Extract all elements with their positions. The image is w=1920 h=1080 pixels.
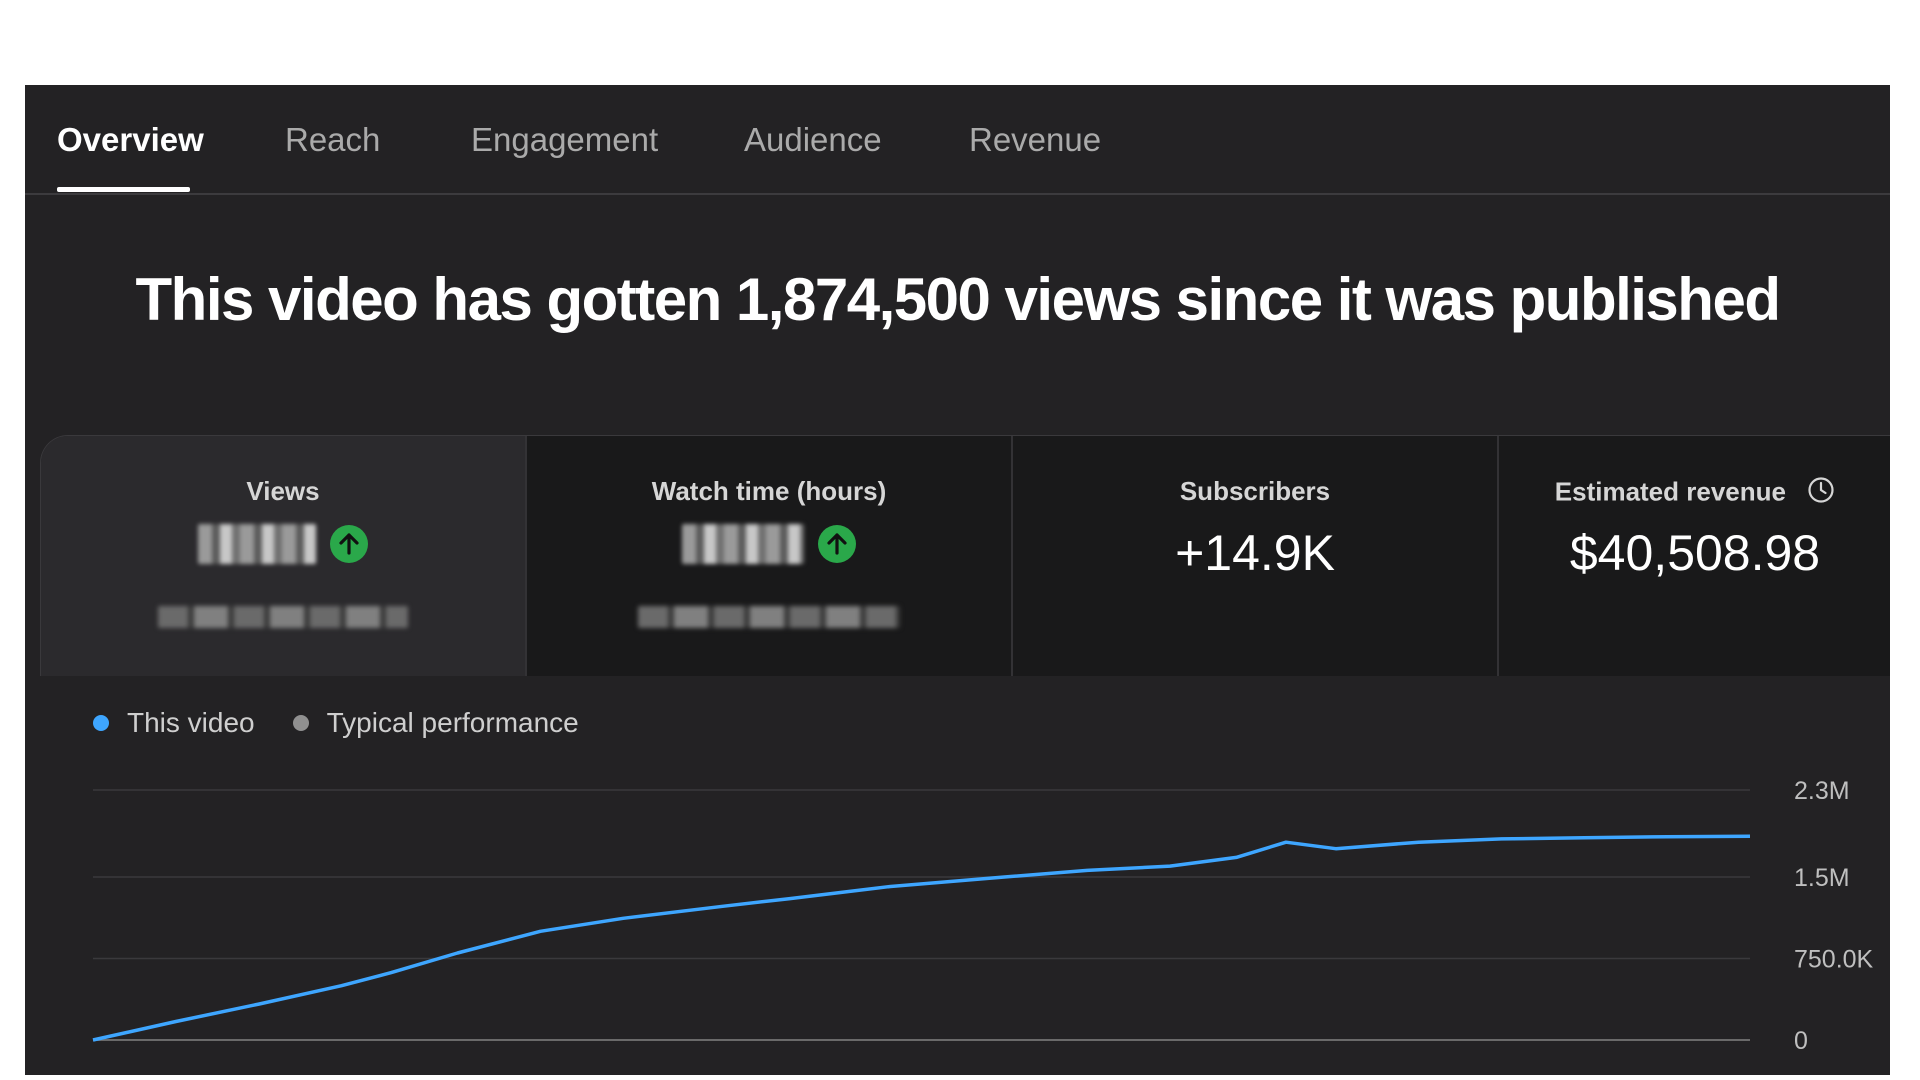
y-tick-label: 0 bbox=[1794, 1027, 1808, 1055]
page-headline: This video has gotten 1,874,500 views si… bbox=[135, 266, 1781, 333]
metric-title: Views bbox=[246, 476, 320, 506]
metric-value-row: $40,508.98 bbox=[1499, 524, 1890, 582]
tab-overview[interactable]: Overview bbox=[57, 121, 204, 158]
legend-item-typical[interactable]: Typical performance bbox=[292, 707, 579, 739]
metric-card-revenue[interactable]: Estimated revenue $40,508.98 bbox=[1499, 436, 1890, 676]
metric-card-subscribers[interactable]: Subscribers +14.9K bbox=[1013, 436, 1499, 676]
metric-cards: Views Watch time (hours) Subscribers bbox=[40, 435, 1890, 676]
metric-value-row bbox=[41, 524, 525, 564]
y-tick-label: 2.3M bbox=[1794, 777, 1850, 805]
metric-title: Subscribers bbox=[1179, 476, 1331, 506]
legend-dot bbox=[292, 715, 309, 731]
redacted-comparison-text bbox=[158, 606, 408, 628]
redacted-value bbox=[682, 524, 804, 564]
metric-card-views[interactable]: Views bbox=[41, 436, 527, 676]
legend-label: This video bbox=[127, 707, 255, 738]
tab-engagement[interactable]: Engagement bbox=[471, 121, 659, 158]
y-tick-label: 1.5M bbox=[1794, 864, 1850, 892]
series-line-this-video[interactable] bbox=[92, 834, 1751, 1042]
legend-dot bbox=[93, 715, 109, 731]
metric-title: Watch time (hours) bbox=[651, 476, 887, 506]
tab-bar: Overview Reach Engagement Audience Reven… bbox=[25, 85, 1890, 195]
chart-legend: This video Typical performance bbox=[93, 707, 579, 739]
y-tick-label: 750.0K bbox=[1794, 945, 1874, 973]
metric-card-watch-time[interactable]: Watch time (hours) bbox=[527, 436, 1013, 676]
metric-value: $40,508.98 bbox=[1569, 525, 1821, 581]
metric-value: +14.9K bbox=[1175, 525, 1335, 581]
trend-up-icon bbox=[330, 525, 368, 563]
active-tab-indicator bbox=[57, 187, 190, 192]
metric-title: Estimated revenue bbox=[1499, 476, 1890, 511]
tab-audience[interactable]: Audience bbox=[744, 121, 882, 158]
clock-icon[interactable] bbox=[1807, 476, 1835, 511]
analytics-panel: Overview Reach Engagement Audience Reven… bbox=[25, 85, 1890, 1075]
metric-title-label: Estimated revenue bbox=[1554, 476, 1786, 507]
tab-revenue[interactable]: Revenue bbox=[969, 121, 1102, 158]
legend-label: Typical performance bbox=[326, 707, 579, 738]
views-line-chart: 0 750.0K 1.5M 2.3M bbox=[92, 777, 1874, 1055]
trend-up-icon bbox=[818, 525, 856, 563]
redacted-comparison-text bbox=[638, 606, 900, 628]
metric-value-row: +14.9K bbox=[1013, 524, 1497, 582]
legend-item-this-video[interactable]: This video bbox=[93, 707, 255, 739]
metric-value-row bbox=[527, 524, 1011, 564]
tab-reach[interactable]: Reach bbox=[285, 121, 381, 158]
redacted-value bbox=[198, 524, 316, 564]
